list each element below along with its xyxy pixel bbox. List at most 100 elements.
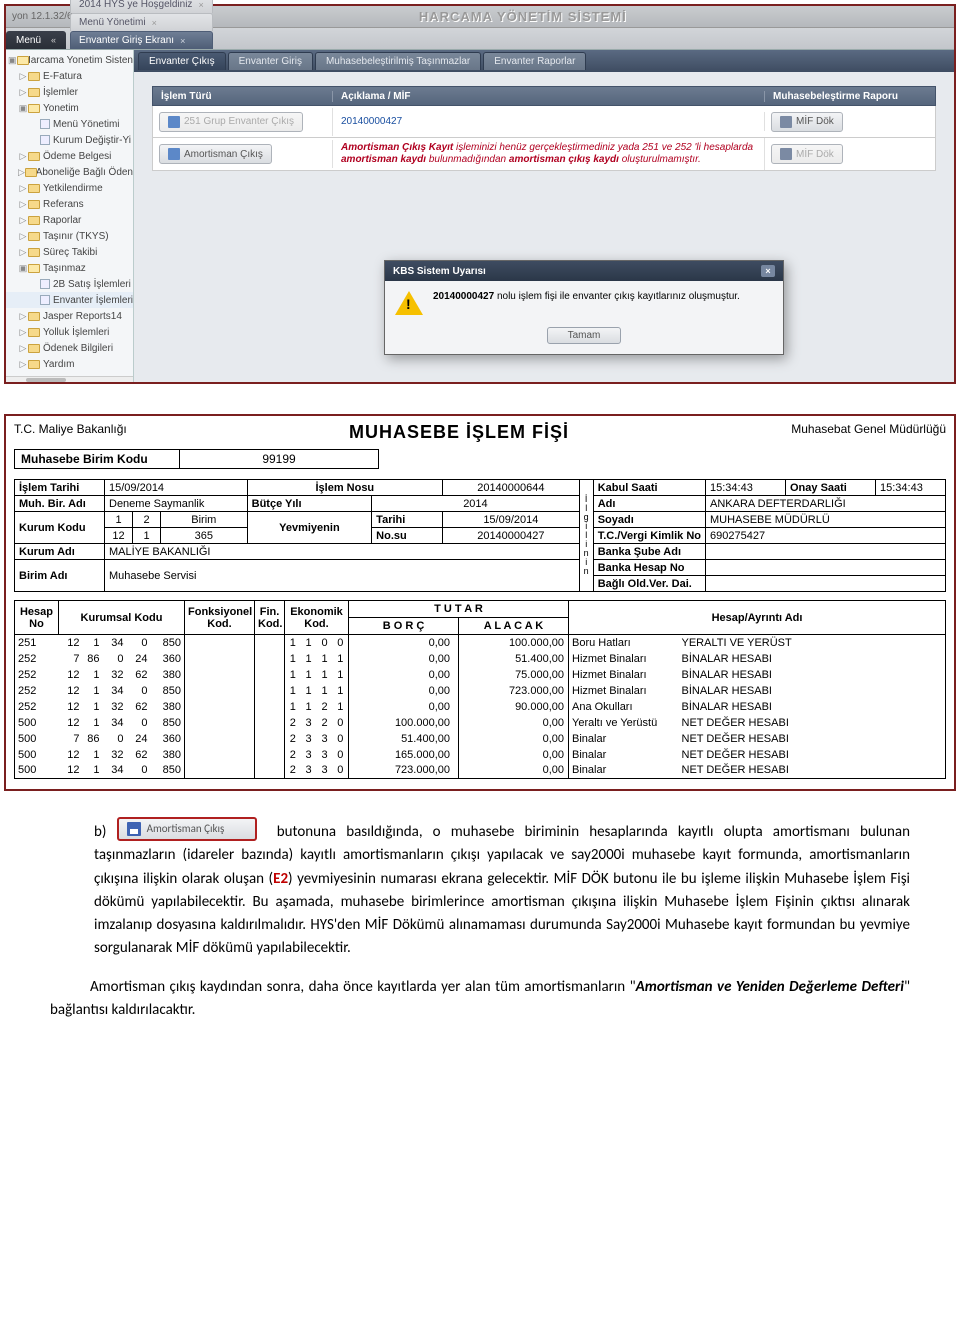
sidebar-item[interactable]: ▣Yonetim [6, 100, 133, 116]
form-org-right: Muhasebat Genel Müdürlüğü [791, 422, 946, 436]
mif-dok-button[interactable]: MİF Dök [771, 144, 843, 164]
aciklama-text: Amortisman Çıkış Kayıt işleminizi henüz … [341, 142, 753, 165]
alert-message-rest: nolu işlem fişi ile envanter çıkış kayıt… [494, 291, 740, 302]
sidebar-item[interactable]: ▷Ödeme Belgesi [6, 148, 133, 164]
sidebar-item[interactable]: ▷Yardım [6, 356, 133, 372]
last-italic: Amortisman ve Yeniden Değerleme Defteri [636, 978, 904, 996]
yev-tarihi-label: Tarihi [372, 512, 443, 528]
sidebar-item[interactable]: ▷Jasper Reports14 [6, 308, 133, 324]
form-org-left: T.C. Maliye Bakanlığı [14, 422, 127, 436]
sidebar-item[interactable]: Menü Yönetimi [6, 116, 133, 132]
sidebar-item[interactable]: ▷Yolluk İşlemleri [6, 324, 133, 340]
sidebar-item[interactable]: ▷Referans [6, 196, 133, 212]
sidebar-item[interactable]: ▷E-Fatura [6, 68, 133, 84]
window-tab[interactable]: Menü Yönetimi× [70, 13, 213, 31]
kk-5: 1 [133, 528, 161, 544]
inner-tab[interactable]: Envanter Çıkış [138, 52, 226, 70]
warning-icon [395, 291, 423, 315]
inner-tabs: Envanter ÇıkışEnvanter GirişMuhasebeleşt… [134, 50, 954, 72]
banka-hesap-label: Banka Hesap No [593, 560, 705, 576]
sidebar-scrollbar[interactable] [6, 376, 133, 382]
sidebar-item-label: Raporlar [43, 215, 81, 226]
tree-twisty-icon: ▷ [18, 199, 28, 210]
ledger-row: 50012132623802330165.000,000,00BinalarNE… [15, 747, 946, 763]
sidebar-item[interactable]: ▷Süreç Takibi [6, 244, 133, 260]
kk-2: 2 [133, 512, 161, 528]
mif-dok-button[interactable]: MİF Dök [771, 112, 843, 132]
sidebar-item[interactable]: Envanter İşlemleri [6, 292, 133, 308]
alert-message: 20140000427 nolu işlem fişi ile envanter… [433, 291, 740, 302]
inner-tab[interactable]: Muhasebeleştirilmiş Taşınmazlar [315, 52, 481, 70]
sidebar-item-label: 2B Satış İşlemleri [53, 279, 131, 290]
yev-nosu-value: 20140000427 [443, 528, 580, 544]
sidebar-root[interactable]: ▣Harcama Yonetim Sisten [6, 52, 133, 68]
sidebar-item[interactable]: ▷Yetkilendirme [6, 180, 133, 196]
list-letter: b) [94, 823, 106, 841]
mif-form: T.C. Maliye Bakanlığı MUHASEBE İŞLEM FİŞ… [4, 414, 956, 791]
kurum-adi-label: Kurum Adı [15, 544, 105, 560]
doc-icon [780, 148, 792, 160]
folder-icon [28, 199, 40, 209]
save-icon [168, 116, 180, 128]
onay-saati-label: Onay Saati [786, 480, 876, 496]
window-tab[interactable]: 2014 HYS ye Hoşgeldiniz× [70, 0, 213, 13]
window-tabs: Menü« 2014 HYS ye Hoşgeldiniz×Menü Yönet… [6, 28, 954, 50]
action-button[interactable]: 251 Grup Envanter Çıkış [159, 112, 303, 132]
sidebar-item[interactable]: ▷Ödenek Bilgileri [6, 340, 133, 356]
sidebar-item[interactable]: ▣Taşınmaz [6, 260, 133, 276]
menu-button[interactable]: Menü« [6, 31, 66, 49]
kabul-saati-label: Kabul Saati [593, 480, 705, 496]
window-tab[interactable]: Envanter Giriş Ekranı× [70, 31, 213, 49]
islem-tarihi-label: İşlem Tarihi [15, 480, 105, 496]
butce-yili-value: 2014 [372, 496, 580, 512]
screenshot-panel: yon 12.1.32/62.250 HARCAMA YÖNETİM SİSTE… [4, 4, 956, 384]
paragraph-last: Amortisman çıkış kaydından sonra, daha ö… [4, 976, 956, 1058]
sidebar-item[interactable]: ▷Aboneliğe Bağlı Öden [6, 164, 133, 180]
close-icon[interactable]: × [198, 0, 203, 10]
grid-header-rapor: Muhasebeleştirme Raporu [765, 91, 935, 102]
yevmiye-label: Yevmiyenin [247, 512, 372, 544]
tc-label: T.C./Vergi Kimlik No [593, 528, 705, 544]
tree-twisty-icon: ▷ [18, 215, 28, 226]
banka-hesap-value [706, 560, 946, 576]
alert-title-bar: KBS Sistem Uyarısı × [385, 261, 783, 281]
sidebar-item[interactable]: ▷Taşınır (TKYS) [6, 228, 133, 244]
kk-6: 365 [161, 528, 248, 544]
adi-label: Adı [593, 496, 705, 512]
folder-icon [28, 311, 40, 321]
mif-dok-label: MİF Dök [796, 116, 834, 127]
sidebar-item-label: Ödeme Belgesi [43, 151, 111, 162]
alert-message-bold: 20140000427 [433, 291, 494, 302]
banka-sube-value [706, 544, 946, 560]
folder-icon [28, 327, 40, 337]
alert-ok-button[interactable]: Tamam [547, 327, 622, 344]
th-tutar: T U T A R [349, 601, 569, 618]
close-icon[interactable]: × [180, 36, 185, 46]
inner-tab[interactable]: Envanter Giriş [228, 52, 313, 70]
sidebar-item-label: Yonetim [43, 103, 79, 114]
action-button[interactable]: Amortisman Çıkış [159, 144, 272, 164]
sidebar-item-label: Süreç Takibi [43, 247, 97, 258]
adi-value: ANKARA DEFTERDARLIĞI [706, 496, 946, 512]
close-icon[interactable]: × [761, 265, 775, 277]
th-hesap-no: Hesap No [15, 601, 59, 635]
tree-twisty-icon: ▷ [18, 71, 28, 82]
sidebar-item[interactable]: 2B Satış İşlemleri [6, 276, 133, 292]
folder-icon [28, 231, 40, 241]
folder-icon [28, 71, 40, 81]
tree-twisty-icon: ▷ [18, 327, 28, 338]
folder-icon [17, 55, 21, 65]
ledger-row: 500786024360233051.400,000,00BinalarNET … [15, 731, 946, 747]
sidebar-item[interactable]: ▷İşlemler [6, 84, 133, 100]
kabul-saati-value: 15:34:43 [706, 480, 786, 496]
inner-tab[interactable]: Envanter Raporlar [483, 52, 586, 70]
folder-icon [28, 183, 40, 193]
tree-twisty-icon: ▷ [18, 343, 28, 354]
close-icon[interactable]: × [152, 18, 157, 28]
sidebar-item-label: Yardım [43, 359, 75, 370]
amortisman-cikis-button[interactable]: Amortisman Çıkış [117, 817, 257, 841]
sidebar-item[interactable]: ▷ Raporlar [6, 212, 133, 228]
action-button-label: Amortisman Çıkış [184, 149, 263, 160]
folder-icon [28, 263, 40, 273]
sidebar-item[interactable]: Kurum Değiştir-Yi [6, 132, 133, 148]
